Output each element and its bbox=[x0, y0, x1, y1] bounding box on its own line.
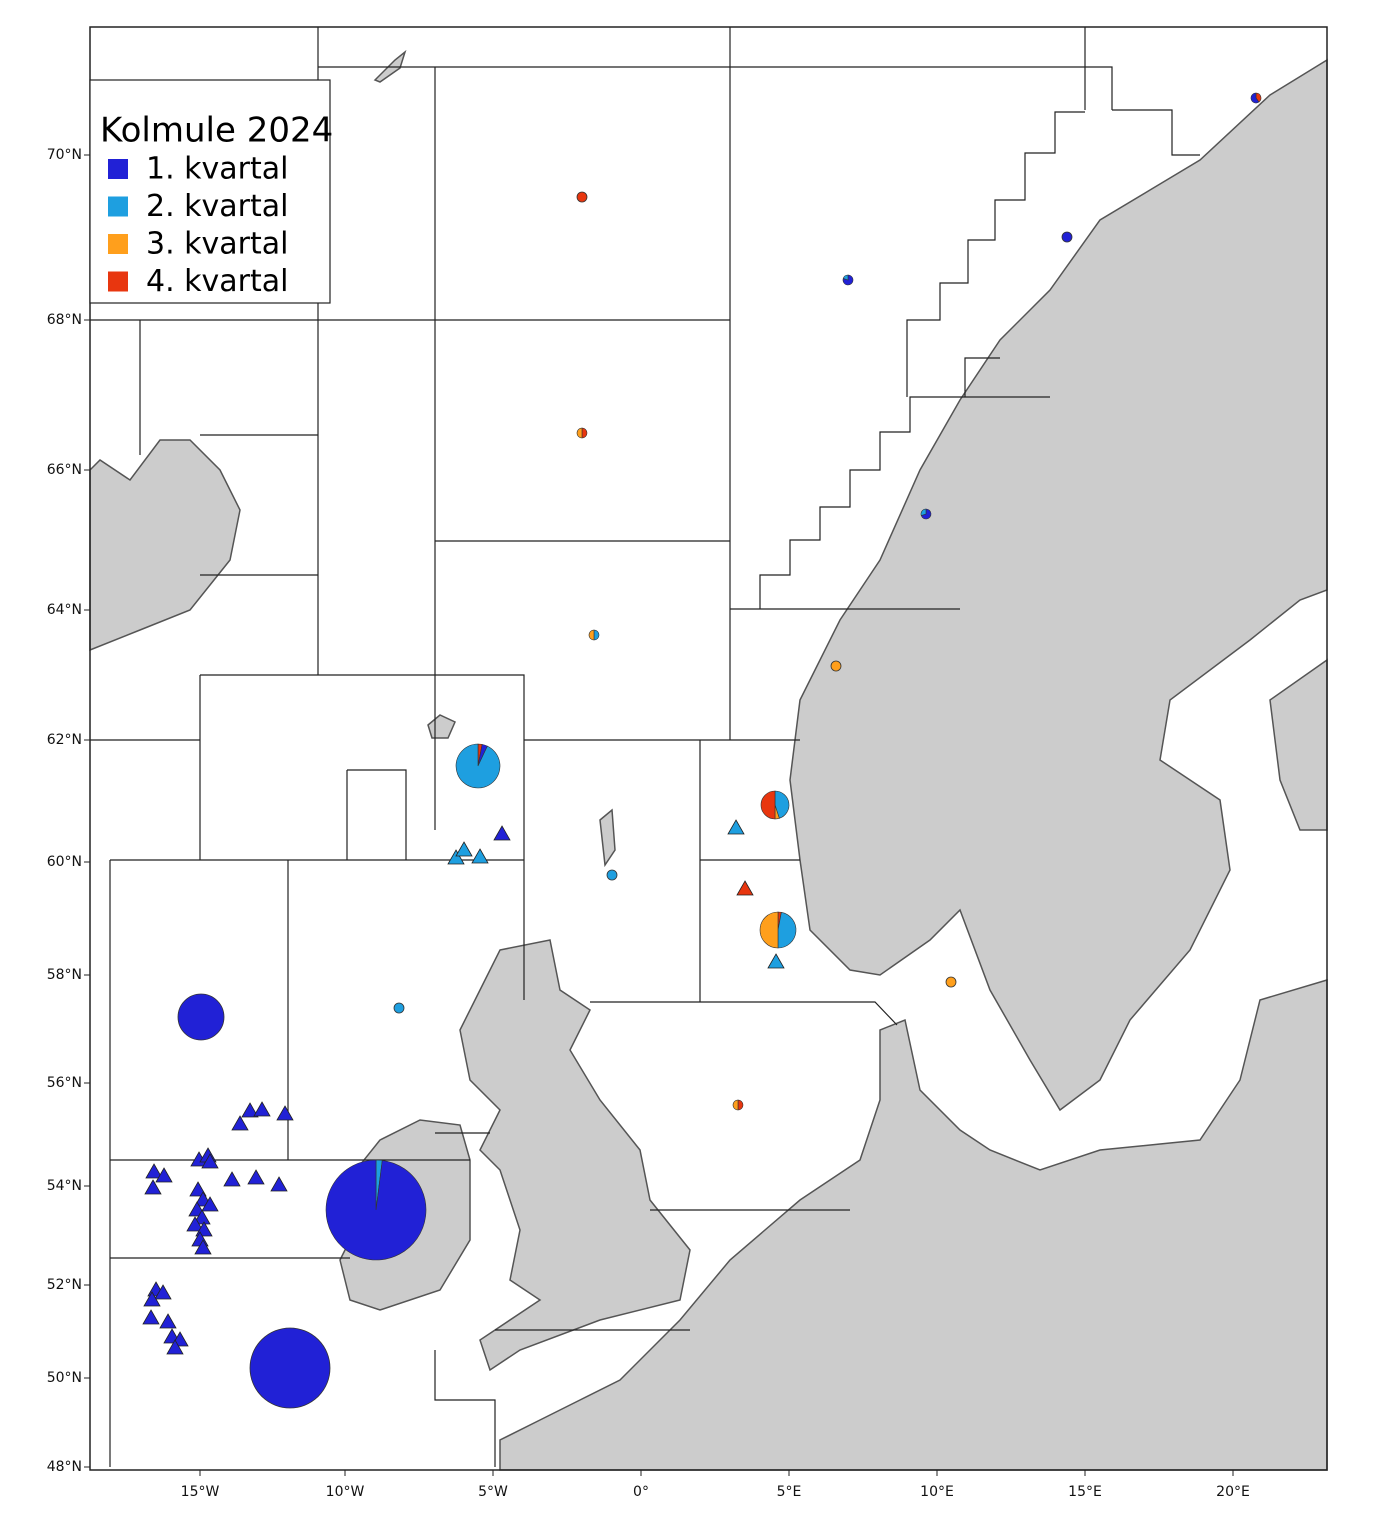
triangle-marker bbox=[253, 1101, 271, 1117]
lat-label: 52°N bbox=[47, 1277, 82, 1293]
pie-marker bbox=[1061, 231, 1073, 243]
triangle-marker bbox=[154, 1284, 172, 1300]
triangle-marker bbox=[455, 841, 473, 857]
lon-label: 15°W bbox=[181, 1484, 220, 1500]
lat-label: 58°N bbox=[47, 967, 82, 983]
pie-slice bbox=[1250, 92, 1260, 104]
legend-swatch bbox=[108, 234, 128, 254]
pie-slice bbox=[588, 629, 595, 641]
triangle-marker bbox=[145, 1163, 163, 1179]
lat-label: 54°N bbox=[47, 1178, 82, 1194]
triangle-marker bbox=[241, 1102, 259, 1118]
catch-markers bbox=[142, 92, 1262, 1409]
triangle-marker bbox=[247, 1169, 265, 1185]
lon-label: 5°E bbox=[777, 1484, 802, 1500]
triangle-marker bbox=[767, 953, 785, 969]
legend-label: 2. kvartal bbox=[146, 189, 289, 224]
triangle-marker bbox=[201, 1196, 219, 1212]
triangle-marker bbox=[143, 1291, 161, 1307]
legend-swatch bbox=[108, 271, 128, 292]
pie-marker bbox=[830, 660, 842, 672]
legend-label: 1. kvartal bbox=[146, 152, 289, 187]
legend-box bbox=[89, 79, 331, 304]
lon-label: 5°W bbox=[478, 1484, 508, 1500]
legend-swatch bbox=[108, 159, 128, 179]
triangle-marker bbox=[270, 1176, 288, 1192]
pie-slice bbox=[325, 1159, 427, 1261]
triangle-marker bbox=[194, 1239, 212, 1255]
triangle-marker bbox=[276, 1105, 294, 1121]
pie-marker bbox=[945, 976, 957, 988]
lat-label: 60°N bbox=[47, 854, 82, 870]
triangle-marker bbox=[166, 1339, 184, 1355]
pie-slice bbox=[842, 274, 849, 281]
triangle-marker bbox=[727, 819, 745, 835]
pie-slice bbox=[732, 1099, 739, 1111]
pie-slice bbox=[842, 274, 854, 286]
legend-title: Kolmule 2024 bbox=[100, 111, 333, 151]
triangle-marker bbox=[159, 1313, 177, 1329]
lat-label: 68°N bbox=[47, 312, 82, 328]
triangle-marker bbox=[189, 1181, 207, 1197]
legend-swatch bbox=[108, 196, 128, 217]
triangle-marker bbox=[186, 1216, 204, 1232]
triangle-marker bbox=[736, 880, 754, 896]
triangle-marker bbox=[155, 1167, 173, 1183]
lat-label: 48°N bbox=[47, 1459, 82, 1475]
triangle-marker bbox=[447, 849, 465, 865]
lon-label: 15°E bbox=[1068, 1484, 1102, 1500]
pie-slice bbox=[576, 427, 583, 439]
pie-marker bbox=[249, 1327, 331, 1409]
triangle-marker bbox=[493, 825, 511, 841]
triangle-marker bbox=[231, 1115, 249, 1131]
lon-label: 10°W bbox=[326, 1484, 365, 1500]
pie-slice bbox=[455, 743, 501, 789]
pie-slice bbox=[759, 911, 779, 949]
legend-label: 4. kvartal bbox=[146, 264, 289, 299]
triangle-marker bbox=[193, 1209, 211, 1225]
pie-slice bbox=[920, 508, 927, 516]
pie-marker bbox=[393, 1002, 405, 1014]
triangle-marker bbox=[144, 1179, 162, 1195]
pie-marker bbox=[606, 869, 618, 881]
pie-marker bbox=[576, 191, 588, 203]
axes: 70°N 68°N 66°N 64°N 62°N 60°N 58°N 56°N 54°N 52°N… bbox=[47, 147, 1250, 1500]
pie-slice bbox=[760, 790, 776, 820]
lat-label: 62°N bbox=[47, 732, 82, 748]
pie-marker bbox=[177, 993, 225, 1041]
triangle-marker bbox=[142, 1309, 160, 1325]
lat-label: 56°N bbox=[47, 1075, 82, 1091]
lon-label: 0° bbox=[633, 1484, 649, 1500]
map-frame bbox=[89, 26, 1328, 1471]
zone-lines bbox=[90, 27, 1200, 1467]
legend-label: 3. kvartal bbox=[146, 227, 289, 262]
pie-slice bbox=[777, 911, 797, 949]
lat-label: 50°N bbox=[47, 1370, 82, 1386]
pie-slice bbox=[774, 790, 790, 819]
triangle-marker bbox=[201, 1153, 219, 1169]
lon-label: 10°E bbox=[920, 1484, 954, 1500]
triangle-marker bbox=[471, 848, 489, 864]
lat-label: 64°N bbox=[47, 602, 82, 618]
lat-label: 70°N bbox=[47, 147, 82, 163]
lat-label: 66°N bbox=[47, 462, 82, 478]
lon-label: 20°E bbox=[1216, 1484, 1250, 1500]
triangle-marker bbox=[223, 1171, 241, 1187]
